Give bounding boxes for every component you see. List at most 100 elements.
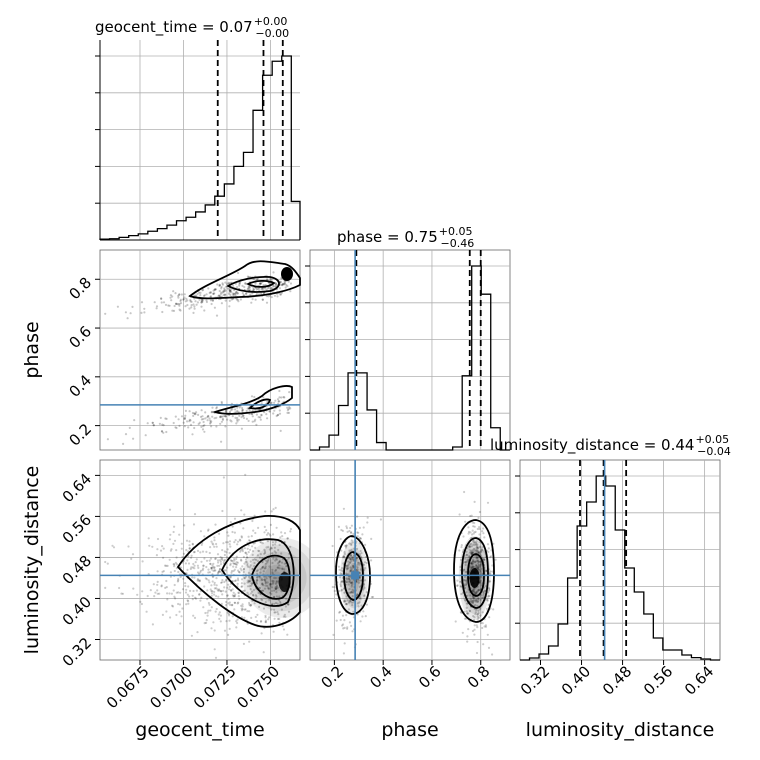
scatter-point — [466, 635, 469, 638]
scatter-point — [274, 582, 277, 585]
scatter-point — [473, 525, 476, 528]
scatter-point — [470, 533, 474, 536]
contour-upper-outer — [188, 260, 301, 300]
scatter-point — [213, 581, 216, 584]
scatter-point — [460, 592, 463, 596]
scatter-point — [345, 614, 348, 617]
scatter-point — [463, 568, 466, 571]
scatter-point — [211, 415, 214, 418]
scatter-point — [228, 282, 231, 285]
scatter-point — [187, 585, 190, 588]
scatter-point — [273, 401, 276, 404]
scatter-point — [174, 302, 178, 305]
scatter-point — [192, 311, 195, 314]
scatter-point — [270, 287, 273, 290]
scatter-point — [259, 553, 262, 556]
scatter-point — [346, 599, 349, 602]
scatter-point — [188, 547, 191, 550]
scatter-point — [268, 409, 271, 412]
scatter-point — [274, 586, 277, 589]
scatter-point — [474, 611, 477, 614]
scatter-point — [177, 294, 180, 297]
scatter-point — [356, 531, 359, 534]
scatter-point — [259, 568, 262, 571]
scatter-point — [285, 597, 288, 600]
scatter-point — [475, 559, 478, 563]
y-tick-label: 0.8 — [65, 274, 95, 304]
contour-outer — [176, 515, 301, 628]
scatter-point — [207, 609, 210, 612]
scatter-point — [256, 579, 259, 582]
scatter-point — [240, 559, 243, 562]
scatter-point — [219, 614, 222, 617]
scatter-point — [168, 508, 172, 511]
scatter-point — [181, 588, 185, 591]
scatter-point — [178, 533, 181, 536]
scatter-point — [215, 587, 218, 590]
scatter-point — [249, 577, 252, 580]
scatter-point — [463, 598, 466, 601]
scatter-point — [260, 413, 263, 416]
scatter-point — [213, 288, 216, 291]
scatter-point — [164, 417, 167, 420]
scatter-point — [140, 311, 143, 314]
scatter-point — [220, 581, 224, 584]
scatter-point — [269, 583, 272, 586]
scatter-point — [345, 564, 348, 568]
scatter-point — [331, 585, 334, 589]
scatter-point — [350, 542, 353, 545]
contour-mid — [220, 538, 295, 607]
scatter-point — [267, 545, 270, 549]
scatter-point — [218, 284, 222, 287]
scatter-point — [240, 582, 243, 585]
scatter-point — [266, 585, 269, 588]
scatter-point — [348, 588, 351, 591]
scatter-point — [218, 588, 221, 591]
scatter-point — [245, 553, 248, 556]
scatter-point — [475, 556, 478, 559]
scatter-point — [220, 590, 223, 593]
scatter-point — [238, 284, 241, 287]
scatter-point — [215, 607, 218, 611]
scatter-point — [254, 597, 257, 600]
scatter-point — [202, 564, 205, 567]
scatter-point — [349, 599, 352, 602]
scatter-point — [274, 559, 277, 562]
scatter-point — [212, 565, 215, 569]
scatter-point — [284, 286, 287, 289]
scatter-point — [192, 562, 195, 566]
scatter-point — [472, 551, 475, 555]
scatter-point — [282, 283, 285, 286]
scatter-point — [220, 440, 223, 443]
scatter-point — [465, 579, 468, 582]
scatter-point — [186, 593, 189, 596]
scatter-point — [187, 602, 190, 605]
scatter-point — [178, 308, 181, 311]
scatter-point — [466, 640, 469, 643]
scatter-point — [223, 629, 227, 632]
scatter-point — [260, 541, 263, 544]
scatter-point — [234, 408, 237, 411]
scatter-point — [356, 561, 359, 564]
scatter-point — [268, 533, 271, 536]
scatter-point — [349, 581, 352, 584]
scatter-point — [240, 536, 243, 539]
scatter-point — [337, 565, 341, 568]
scatter-point — [350, 557, 353, 560]
scatter-point — [476, 559, 480, 563]
scatter-point — [184, 591, 188, 594]
scatter-point — [471, 601, 475, 604]
scatter-point — [210, 411, 213, 414]
scatter-point — [216, 564, 219, 568]
scatter-point — [172, 290, 175, 293]
scatter-point — [473, 588, 476, 591]
scatter-point — [471, 550, 474, 554]
scatter-point — [151, 545, 154, 548]
scatter-point — [223, 293, 226, 296]
scatter-point — [471, 629, 475, 633]
scatter-point — [249, 604, 252, 607]
scatter-point — [177, 602, 180, 606]
scatter-point — [247, 551, 250, 554]
scatter-point — [272, 580, 275, 583]
scatter-point — [203, 535, 206, 538]
